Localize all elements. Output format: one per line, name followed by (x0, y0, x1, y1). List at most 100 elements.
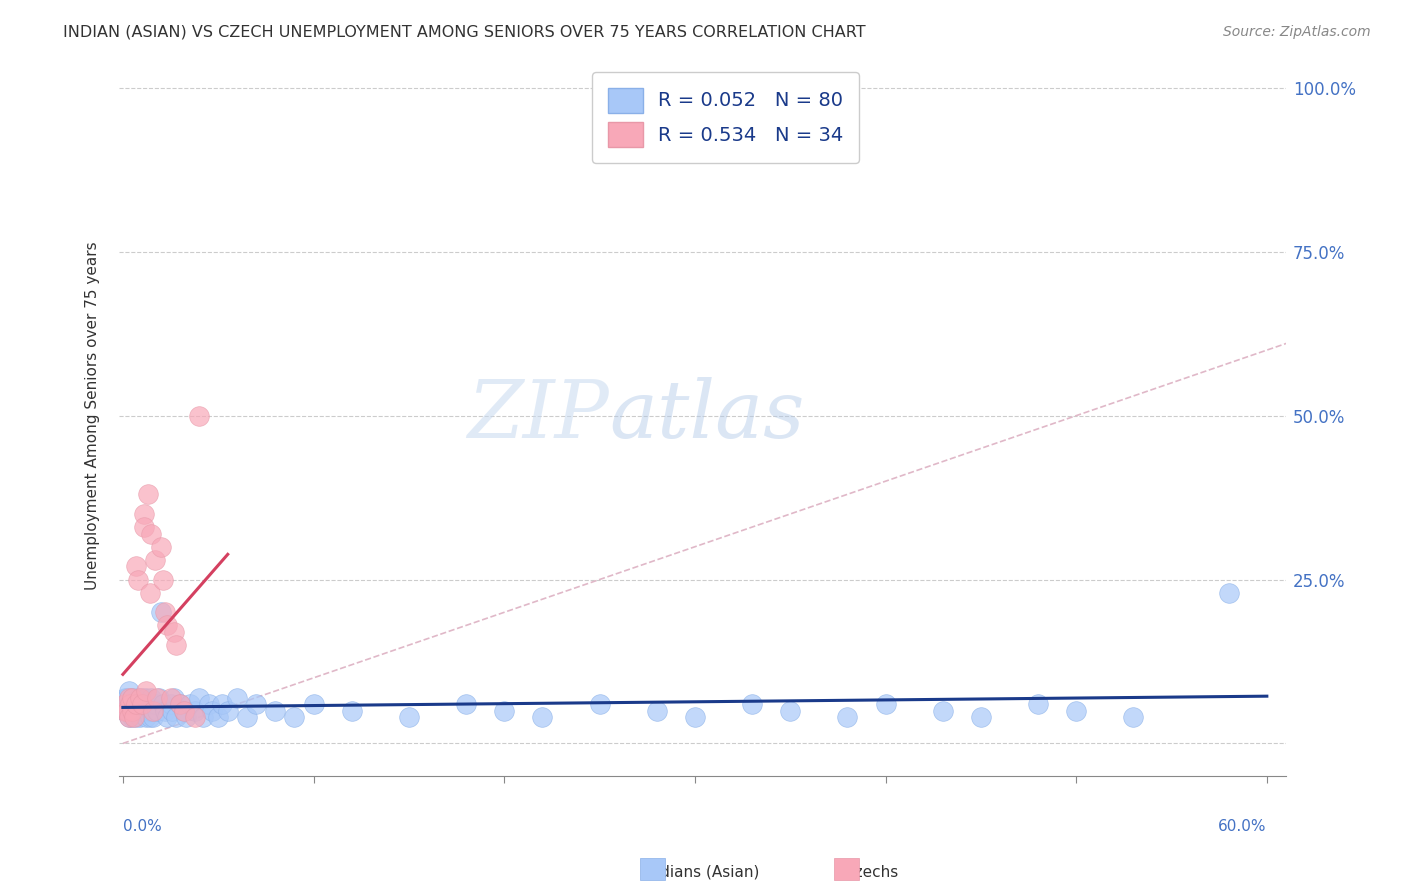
Point (114, 697, 136, 711)
Point (184, 710, 207, 724)
Point (136, 487, 159, 501)
Point (117, 697, 139, 711)
Point (131, 697, 153, 711)
Point (143, 553, 166, 567)
Point (117, 684, 139, 698)
Text: atlas: atlas (609, 377, 804, 454)
Point (163, 690, 186, 705)
Text: Source: ZipAtlas.com: Source: ZipAtlas.com (1223, 25, 1371, 39)
Point (114, 690, 136, 705)
Text: Czechs: Czechs (845, 865, 898, 880)
Point (236, 710, 259, 724)
Point (148, 690, 170, 705)
Point (156, 618, 179, 632)
Point (125, 710, 148, 724)
Point (127, 573, 149, 587)
Point (135, 710, 157, 724)
Point (136, 704, 159, 718)
Point (132, 507, 155, 521)
Point (1218, 585, 1240, 599)
Point (837, 710, 859, 724)
Point (970, 710, 993, 724)
Point (146, 690, 169, 705)
Point (165, 638, 187, 652)
Point (211, 697, 233, 711)
Point (121, 690, 143, 705)
Point (531, 710, 554, 724)
Point (1026, 697, 1049, 711)
Y-axis label: Unemployment Among Seniors over 75 years: Unemployment Among Seniors over 75 years (86, 242, 100, 590)
Point (454, 697, 477, 711)
Point (127, 690, 149, 705)
Point (588, 697, 610, 711)
Point (124, 710, 146, 724)
Point (114, 697, 136, 711)
Point (163, 624, 186, 639)
Point (125, 697, 148, 711)
Point (129, 697, 152, 711)
Point (152, 697, 174, 711)
Point (132, 697, 155, 711)
Point (124, 704, 146, 718)
Point (152, 573, 174, 587)
Point (114, 704, 136, 718)
Point (143, 697, 166, 711)
Point (197, 697, 219, 711)
Point (931, 704, 953, 718)
Text: 60.0%: 60.0% (1219, 820, 1267, 834)
Point (779, 704, 801, 718)
Point (188, 409, 211, 423)
Point (150, 540, 173, 554)
Point (115, 704, 138, 718)
Point (153, 605, 176, 619)
Point (117, 710, 139, 724)
Point (645, 704, 668, 718)
Point (124, 697, 146, 711)
Point (741, 697, 763, 711)
Point (156, 710, 179, 724)
Text: INDIAN (ASIAN) VS CZECH UNEMPLOYMENT AMONG SENIORS OVER 75 YEARS CORRELATION CHA: INDIAN (ASIAN) VS CZECH UNEMPLOYMENT AMO… (63, 25, 866, 40)
Point (131, 704, 153, 718)
Point (141, 704, 163, 718)
Point (283, 710, 305, 724)
Point (1064, 704, 1087, 718)
Point (127, 704, 149, 718)
Legend: R = 0.052   N = 80, R = 0.534   N = 34: R = 0.052 N = 80, R = 0.534 N = 34 (592, 72, 859, 163)
Point (135, 684, 157, 698)
Point (136, 697, 159, 711)
Point (138, 585, 160, 599)
Point (179, 697, 201, 711)
Point (264, 704, 287, 718)
Point (120, 704, 142, 718)
Point (169, 697, 191, 711)
Point (173, 704, 195, 718)
Point (217, 704, 239, 718)
Point (135, 690, 157, 705)
Point (117, 690, 139, 705)
Point (150, 605, 173, 619)
Point (1122, 710, 1144, 724)
Point (121, 704, 143, 718)
Point (153, 704, 176, 718)
Point (302, 697, 325, 711)
Point (201, 704, 224, 718)
Point (138, 710, 160, 724)
Point (875, 697, 897, 711)
Point (129, 690, 152, 705)
Point (165, 710, 187, 724)
Point (141, 690, 163, 705)
Point (131, 690, 153, 705)
Point (141, 526, 163, 541)
Point (120, 697, 142, 711)
Point (112, 697, 135, 711)
Point (245, 697, 267, 711)
Point (115, 690, 138, 705)
Point (174, 710, 197, 724)
Point (191, 710, 214, 724)
Point (159, 690, 181, 705)
Point (129, 710, 152, 724)
Point (494, 704, 516, 718)
Point (114, 704, 136, 718)
Point (162, 704, 184, 718)
Point (398, 710, 420, 724)
